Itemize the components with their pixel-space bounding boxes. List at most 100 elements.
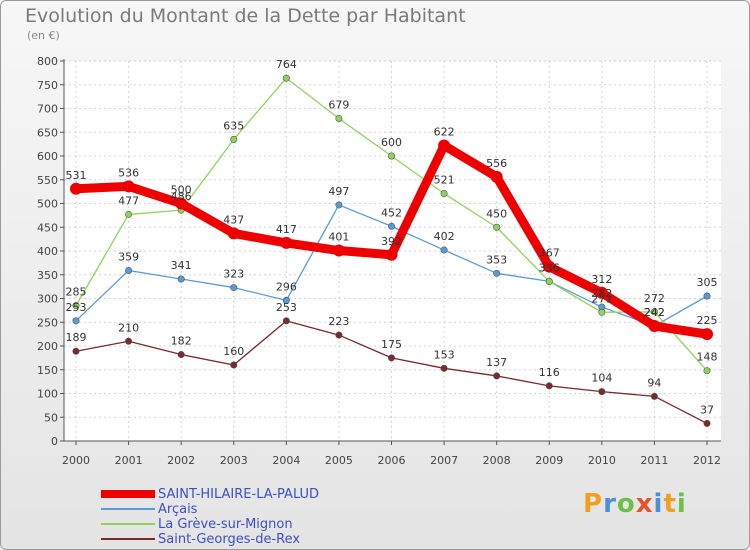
x-tick-label: 2003 [220,454,248,467]
data-label-saint-georges-de-rex: 104 [591,372,612,385]
y-tick-label: 350 [37,269,58,282]
data-label-saint-georges-de-rex: 160 [223,345,244,358]
data-point-ar-ais [177,275,185,283]
data-label-la-gr-ve-sur-mignon: 635 [223,119,244,132]
data-label-la-gr-ve-sur-mignon: 285 [66,286,87,299]
data-point-ar-ais [387,222,395,230]
y-tick-label: 200 [37,340,58,353]
legend-swatch [101,538,155,540]
data-point-ar-ais [125,266,133,274]
x-tick-label: 2011 [640,454,668,467]
data-label-saint-hilaire-la-palud: 312 [591,273,612,286]
data-label-la-gr-ve-sur-mignon: 521 [434,174,455,187]
legend-item: SAINT-HILAIRE-LA-PALUD [101,486,319,502]
data-label-saint-georges-de-rex: 210 [118,321,139,334]
data-label-ar-ais: 323 [223,268,244,281]
data-point-la-gr-ve-sur-mignon [230,135,238,143]
x-tick-label: 2000 [62,454,90,467]
y-tick-label: 700 [37,103,58,116]
legend-swatch [101,490,155,498]
legend-label: Saint-Georges-de-Rex [158,531,301,547]
data-point-saint-hilaire-la-palud [543,260,556,273]
chart-title: Evolution du Montant de la Dette par Hab… [25,5,466,27]
logo-letter: x [635,489,654,519]
x-tick-label: 2007 [430,454,458,467]
data-label-saint-georges-de-rex: 223 [328,315,349,328]
data-label-la-gr-ve-sur-mignon: 450 [486,207,507,220]
data-point-la-gr-ve-sur-mignon [72,302,80,310]
logo-letter: o [616,489,636,519]
y-tick-label: 100 [37,388,58,401]
logo-letter: P [583,489,604,519]
data-point-la-gr-ve-sur-mignon [545,277,553,285]
data-label-saint-georges-de-rex: 175 [381,338,402,351]
data-label-saint-hilaire-la-palud: 225 [697,314,718,327]
data-label-saint-hilaire-la-palud: 556 [486,157,507,170]
data-label-ar-ais: 282 [591,287,612,300]
x-tick-label: 2001 [115,454,143,467]
data-label-saint-hilaire-la-palud: 417 [276,223,297,236]
data-label-ar-ais: 341 [171,259,192,272]
legend-swatch [101,508,155,510]
data-point-saint-georges-de-rex [177,351,185,359]
data-label-saint-georges-de-rex: 116 [539,366,560,379]
data-label-saint-georges-de-rex: 153 [434,348,455,361]
data-label-la-gr-ve-sur-mignon: 272 [644,292,665,305]
data-label-la-gr-ve-sur-mignon: 600 [381,136,402,149]
legend-item: Arçais [101,501,197,517]
data-point-la-gr-ve-sur-mignon [598,308,606,316]
data-label-saint-georges-de-rex: 182 [171,335,192,348]
data-point-ar-ais [703,292,711,300]
x-tick-label: 2002 [167,454,195,467]
data-point-saint-hilaire-la-palud [648,320,661,333]
data-point-saint-georges-de-rex [72,347,80,355]
data-point-saint-hilaire-la-palud [227,227,240,240]
legend-item: La Grève-sur-Mignon [101,516,293,532]
x-tick-label: 2008 [483,454,511,467]
data-point-la-gr-ve-sur-mignon [703,367,711,375]
data-point-saint-georges-de-rex [598,388,606,396]
data-label-ar-ais: 305 [697,276,718,289]
y-tick-label: 50 [44,411,58,424]
data-point-ar-ais [335,201,343,209]
data-point-saint-hilaire-la-palud [70,182,82,195]
data-label-saint-hilaire-la-palud: 401 [328,231,349,244]
data-point-ar-ais [72,317,80,325]
data-point-ar-ais [230,284,238,292]
data-label-saint-hilaire-la-palud: 622 [434,126,455,139]
y-tick-label: 500 [37,198,58,211]
data-point-saint-hilaire-la-palud [490,170,503,183]
data-label-saint-georges-de-rex: 253 [276,301,297,314]
data-point-saint-hilaire-la-palud [701,328,713,341]
data-point-la-gr-ve-sur-mignon [650,308,658,316]
legend-swatch [101,523,155,525]
data-label-saint-hilaire-la-palud: 531 [66,169,87,182]
data-label-la-gr-ve-sur-mignon: 486 [171,190,192,203]
data-label-ar-ais: 359 [118,250,139,263]
data-point-saint-georges-de-rex [703,419,711,427]
data-label-la-gr-ve-sur-mignon: 764 [276,58,297,71]
data-point-saint-hilaire-la-palud [595,286,608,299]
data-point-saint-georges-de-rex [282,317,290,325]
data-label-ar-ais: 353 [486,253,507,266]
data-label-la-gr-ve-sur-mignon: 271 [591,292,612,305]
data-point-ar-ais [282,296,290,304]
x-tick-label: 2009 [535,454,563,467]
data-point-ar-ais [440,246,448,254]
y-tick-label: 400 [37,245,58,258]
data-label-saint-georges-de-rex: 37 [700,403,714,416]
data-label-saint-georges-de-rex: 189 [66,331,87,344]
data-point-saint-georges-de-rex [387,354,395,362]
data-label-ar-ais: 452 [381,206,402,219]
data-point-saint-georges-de-rex [650,392,658,400]
y-tick-label: 550 [37,174,58,187]
data-point-la-gr-ve-sur-mignon [335,114,343,122]
data-point-saint-georges-de-rex [335,331,343,339]
data-label-saint-hilaire-la-palud: 242 [644,306,665,319]
data-point-saint-georges-de-rex [545,382,553,390]
logo-letter: i [676,489,687,519]
logo-letter: r [603,489,617,519]
proxiti-logo: Proxiti [583,489,687,519]
legend-item: Saint-Georges-de-Rex [101,531,300,547]
